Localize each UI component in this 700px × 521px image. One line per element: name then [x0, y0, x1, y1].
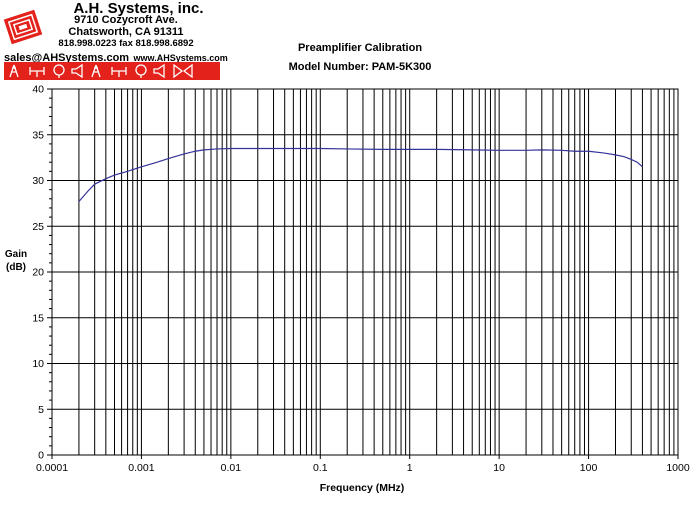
address-line-2: Chatsworth, CA 91311 — [68, 26, 184, 38]
y-tick-label: 25 — [32, 221, 44, 233]
loop-antenna-icon — [53, 64, 65, 78]
dipole-antenna-icon — [111, 67, 127, 77]
y-axis-tick-labels: 0 5 10 15 20 25 30 35 40 — [32, 84, 44, 462]
y-tick-label: 10 — [32, 358, 44, 370]
y-tick-label: 20 — [32, 267, 44, 279]
dipole-antenna-icon — [29, 67, 45, 77]
website-link[interactable]: www.AHSystems.com — [133, 53, 228, 63]
x-tick-label: 1000 — [666, 462, 690, 474]
chart-subtitle: Model Number: PAM-5K300 — [288, 61, 432, 73]
x-tick-label: 10 — [493, 462, 505, 474]
y-tick-label: 35 — [32, 129, 44, 141]
ah-systems-logo-icon — [3, 9, 43, 45]
y-tick-label: 40 — [32, 84, 44, 96]
y-axis-label-line-1: Gain — [5, 249, 27, 260]
antenna-icon-strip — [4, 62, 220, 80]
chart-title: Preamplifier Calibration — [297, 42, 423, 54]
address-line-1: 9710 Cozycroft Ave. — [74, 14, 178, 26]
horn-antenna-icon — [71, 63, 83, 79]
series-layer — [78, 147, 643, 202]
y-tick-label: 30 — [32, 175, 44, 187]
y-axis-label-line-2: (dB) — [6, 262, 26, 273]
horn-antenna-icon — [153, 63, 165, 79]
x-tick-label: 0.01 — [221, 462, 242, 474]
x-axis-label: Frequency (MHz) — [320, 482, 405, 494]
contact-line: sales@AHSystems.com www.AHSystems.com — [4, 48, 228, 66]
email-link[interactable]: sales@AHSystems.com — [4, 52, 130, 64]
y-tick-label: 15 — [32, 312, 44, 324]
company-name: A.H. Systems, inc. — [73, 0, 204, 17]
tower-antenna-icon — [91, 64, 101, 78]
phone-fax: 818.998.0223 fax 818.998.6892 — [58, 38, 194, 49]
plot-area-frame — [51, 88, 679, 456]
biconical-antenna-icon — [173, 63, 193, 79]
gain-series-line — [78, 147, 643, 202]
tower-antenna-icon — [9, 64, 19, 78]
loop-antenna-icon — [135, 64, 147, 78]
y-tick-label: 0 — [38, 450, 44, 462]
x-tick-label: 100 — [580, 462, 598, 474]
x-tick-label: 0.1 — [313, 462, 328, 474]
x-tick-label: 0.0001 — [36, 462, 68, 474]
company-header: A.H. Systems, inc. 9710 Cozycroft Ave. C… — [0, 0, 228, 84]
chart-grid — [47, 88, 679, 459]
y-tick-label: 5 — [38, 404, 44, 416]
x-tick-label: 1 — [407, 462, 413, 474]
x-axis-tick-labels: 0.0001 0.001 0.01 0.1 1 10 100 1000 — [36, 462, 690, 474]
x-tick-label: 0.001 — [128, 462, 154, 474]
